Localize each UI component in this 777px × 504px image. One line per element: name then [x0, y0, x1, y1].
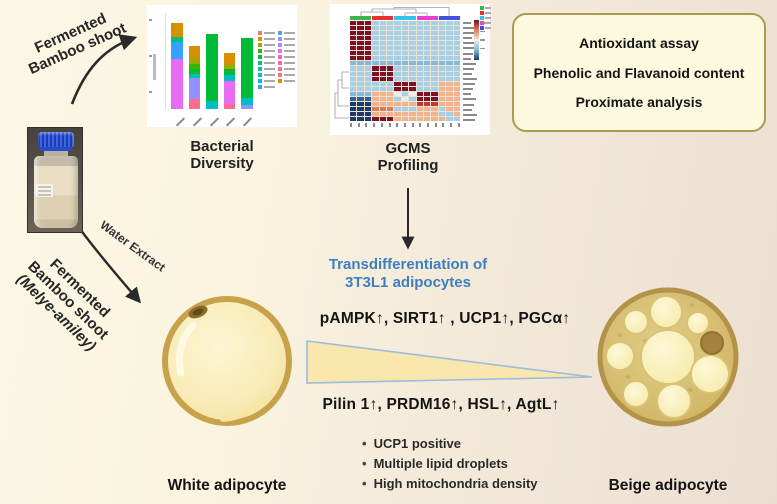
beige-adipocyte-illustration — [597, 287, 739, 427]
transition-wedge — [306, 340, 593, 384]
upregulated-markers-top: pAMPK↑, SIRT1↑ , UCP1↑, PGCα↑ — [319, 310, 571, 327]
bar-chart-yaxis-title-smudge — [153, 53, 156, 80]
white-adipocyte-illustration — [162, 296, 292, 426]
jar-paper-label — [36, 184, 53, 197]
heatmap-col-ticks — [350, 123, 460, 127]
heatmap-column-dendrogram — [360, 7, 450, 16]
water-extract-label: Water Extract — [97, 217, 168, 275]
bar-chart-legend-col1 — [258, 31, 275, 89]
caption-line: Diversity — [190, 155, 254, 172]
heading-line: Transdifferentiation of — [328, 256, 488, 273]
nucleus-core — [192, 308, 204, 316]
bar-chart-plot-area — [165, 13, 253, 109]
beige-adipocyte-label: Beige adipocyte — [608, 477, 728, 494]
bar-chart-ytick — [149, 55, 152, 57]
bar-chart-legend-col2 — [278, 31, 295, 89]
bar-chart-ytick — [149, 91, 152, 93]
lipid-droplets — [605, 295, 730, 419]
lipid-shade — [220, 396, 268, 422]
jar-neck — [44, 151, 68, 157]
caption-line: Bacterial — [190, 138, 254, 155]
jar-cap-ring — [40, 147, 72, 151]
assay-box: Antioxidant assay Phenolic and Flavanoid… — [512, 13, 766, 132]
transdifferentiation-heading: Transdifferentiation of 3T3L1 adipocytes — [258, 256, 558, 292]
bacterial-diversity-caption: Bacterial Diversity — [152, 138, 292, 172]
fermented-bamboo-jar-photo — [27, 127, 83, 233]
fermented-bamboo-shoot-top-label: Fermented Bamboo shoot — [3, 0, 145, 85]
heatmap-row-labels — [463, 22, 477, 121]
jar-body — [34, 156, 78, 228]
heading-line: 3T3L1 adipocytes — [345, 274, 471, 291]
bar-chart-bars — [166, 13, 253, 109]
gcms-caption: GCMS Profiling — [338, 140, 478, 174]
gcms-heatmap — [330, 4, 491, 135]
bacterial-diversity-chart — [147, 5, 297, 127]
lipid-highlight — [176, 321, 197, 377]
caption-line: Profiling — [377, 157, 439, 174]
heatmap-annotation-legend — [480, 6, 491, 30]
assay-item: Phenolic and Flavanoid content — [533, 64, 745, 81]
beige-features-list: UCP1 positive Multiple lipid droplets Hi… — [362, 434, 538, 494]
bullet-item: High mitochondria density — [362, 474, 538, 494]
jar-cap — [38, 132, 74, 147]
white-adipocyte-label: White adipocyte — [167, 477, 287, 494]
nucleus — [700, 331, 724, 355]
heatmap-annotation — [350, 16, 461, 20]
bar-chart-xticks — [170, 117, 253, 127]
bullet-item: Multiple lipid droplets — [362, 454, 538, 474]
heatmap-colorbar — [474, 20, 479, 60]
bar-chart-legend — [258, 31, 295, 89]
assay-item: Antioxidant assay — [579, 34, 699, 51]
assay-item: Proximate analysis — [575, 94, 703, 111]
caption-line: GCMS — [385, 140, 431, 157]
heatmap-row-dendrogram — [334, 71, 349, 119]
bullet-item: UCP1 positive — [362, 434, 538, 454]
label-line: Bamboo shoot — [24, 257, 112, 344]
upregulated-markers-bottom: Pilin 1↑, PRDM16↑, HSL↑, AgtL↑ — [322, 396, 560, 413]
heatmap-grid — [350, 21, 460, 121]
bar-chart-ytick — [149, 19, 152, 21]
